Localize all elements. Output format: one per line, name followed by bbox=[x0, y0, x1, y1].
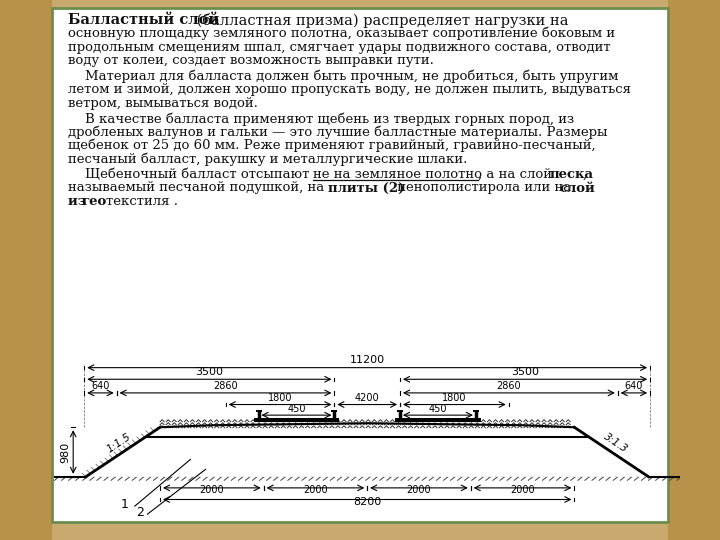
Bar bbox=[0, 0, 52, 540]
Text: 11200: 11200 bbox=[350, 355, 384, 365]
Text: 640: 640 bbox=[91, 381, 109, 391]
Text: песка: песка bbox=[550, 168, 594, 181]
Text: 2860: 2860 bbox=[213, 381, 238, 391]
Text: не на земляное полотно: не на земляное полотно bbox=[313, 168, 482, 181]
Bar bbox=[331, 410, 338, 412]
Text: 4200: 4200 bbox=[355, 393, 379, 402]
Text: основную площадку земляного полотна, оказывает сопротивление боковым и: основную площадку земляного полотна, ока… bbox=[68, 27, 615, 40]
Bar bbox=[253, 418, 339, 422]
Text: 3500: 3500 bbox=[511, 367, 539, 377]
Text: 8200: 8200 bbox=[353, 497, 382, 507]
Text: продольным смещениям шпал, смягчает удары подвижного состава, отводит: продольным смещениям шпал, смягчает удар… bbox=[68, 40, 611, 53]
Text: воду от колеи, создает возможность выправки пути.: воду от колеи, создает возможность выпра… bbox=[68, 54, 434, 67]
Text: летом и зимой, должен хорошо пропускать воду, не должен пылить, выдуваться: летом и зимой, должен хорошо пропускать … bbox=[68, 83, 631, 96]
Bar bbox=[397, 410, 403, 412]
Bar bbox=[395, 418, 481, 422]
Text: 980: 980 bbox=[60, 441, 70, 463]
Text: 2000: 2000 bbox=[303, 485, 328, 495]
Text: текстиля .: текстиля . bbox=[106, 195, 178, 208]
Text: Балластный слой: Балластный слой bbox=[68, 13, 220, 27]
Text: 2000: 2000 bbox=[199, 485, 224, 495]
Text: 3500: 3500 bbox=[195, 367, 223, 377]
Polygon shape bbox=[86, 423, 649, 477]
Text: 1: 1 bbox=[121, 498, 129, 511]
Bar bbox=[473, 410, 479, 412]
Text: Щебеночный балласт отсыпают: Щебеночный балласт отсыпают bbox=[68, 168, 314, 181]
Text: 200: 200 bbox=[370, 423, 380, 442]
Text: 1:1.5: 1:1.5 bbox=[105, 432, 132, 455]
Text: слой: слой bbox=[560, 181, 595, 194]
Text: дробленых валунов и гальки — это лучшие балластные материалы. Размеры: дробленых валунов и гальки — это лучшие … bbox=[68, 125, 608, 139]
Text: из: из bbox=[68, 195, 91, 208]
Text: 1800: 1800 bbox=[268, 393, 292, 402]
Text: 450: 450 bbox=[287, 403, 306, 414]
Text: 2860: 2860 bbox=[497, 381, 521, 391]
Text: , а на слой: , а на слой bbox=[478, 168, 557, 181]
Text: 2: 2 bbox=[136, 506, 144, 519]
Text: называемый песчаной подушкой, на: называемый песчаной подушкой, на bbox=[68, 181, 328, 194]
Bar bbox=[52, 8, 668, 522]
Text: пенополистирола или на: пенополистирола или на bbox=[393, 181, 575, 194]
Text: (балластная призма) распределяет нагрузки на: (балластная призма) распределяет нагрузк… bbox=[192, 13, 569, 28]
Text: Материал для балласта должен быть прочным, не дробиться, быть упругим: Материал для балласта должен быть прочны… bbox=[68, 70, 618, 83]
Text: ,: , bbox=[583, 168, 587, 181]
Text: 450: 450 bbox=[428, 403, 447, 414]
Text: В качестве балласта применяют щебень из твердых горных пород, из: В качестве балласта применяют щебень из … bbox=[68, 112, 574, 125]
Bar bbox=[668, 0, 720, 540]
Polygon shape bbox=[86, 427, 649, 477]
Text: щебенок от 25 до 60 мм. Реже применяют гравийный, гравийно-песчаный,: щебенок от 25 до 60 мм. Реже применяют г… bbox=[68, 139, 595, 152]
Text: 3:1.3: 3:1.3 bbox=[602, 432, 629, 455]
Text: гео: гео bbox=[82, 195, 107, 208]
Text: песчаный балласт, ракушку и металлургические шлаки.: песчаный балласт, ракушку и металлургиче… bbox=[68, 152, 467, 166]
Text: 2000: 2000 bbox=[407, 485, 431, 495]
Text: плиты (2): плиты (2) bbox=[328, 181, 405, 194]
Text: 1800: 1800 bbox=[442, 393, 467, 402]
Text: 2000: 2000 bbox=[510, 485, 535, 495]
Text: 640: 640 bbox=[625, 381, 643, 391]
Bar bbox=[256, 410, 261, 412]
Text: ветром, вымываться водой.: ветром, вымываться водой. bbox=[68, 97, 258, 110]
